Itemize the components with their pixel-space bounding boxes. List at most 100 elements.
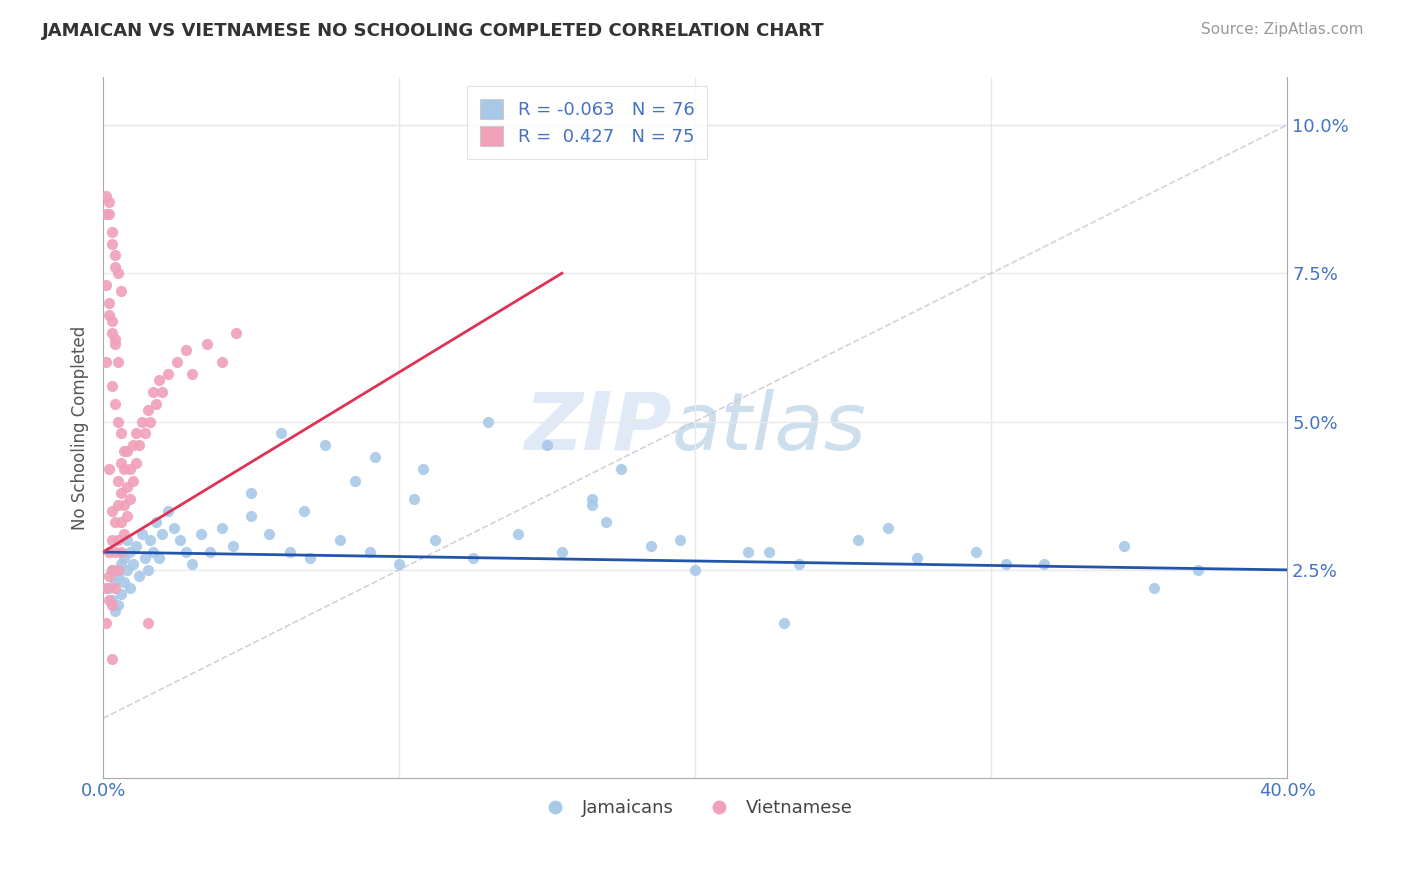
Point bbox=[169, 533, 191, 548]
Point bbox=[595, 516, 617, 530]
Point bbox=[148, 551, 170, 566]
Point bbox=[551, 545, 574, 559]
Point bbox=[98, 569, 121, 583]
Point bbox=[412, 462, 434, 476]
Point bbox=[314, 438, 336, 452]
Point bbox=[107, 266, 129, 280]
Point bbox=[240, 485, 263, 500]
Point bbox=[134, 426, 156, 441]
Point bbox=[581, 491, 603, 506]
Point bbox=[211, 521, 233, 535]
Point bbox=[107, 355, 129, 369]
Point bbox=[115, 444, 138, 458]
Point bbox=[98, 207, 121, 221]
Point bbox=[94, 581, 117, 595]
Point bbox=[965, 545, 987, 559]
Point bbox=[94, 616, 117, 631]
Point bbox=[506, 527, 529, 541]
Point bbox=[131, 415, 153, 429]
Point bbox=[98, 592, 121, 607]
Point bbox=[101, 652, 124, 666]
Point bbox=[115, 533, 138, 548]
Point bbox=[112, 551, 135, 566]
Point bbox=[139, 533, 162, 548]
Point bbox=[101, 326, 124, 340]
Point bbox=[98, 581, 121, 595]
Point bbox=[118, 545, 141, 559]
Point bbox=[98, 545, 121, 559]
Point bbox=[148, 373, 170, 387]
Point bbox=[107, 569, 129, 583]
Point bbox=[118, 491, 141, 506]
Point bbox=[101, 225, 124, 239]
Point bbox=[104, 545, 127, 559]
Point bbox=[104, 604, 127, 618]
Point bbox=[121, 557, 143, 571]
Point bbox=[94, 278, 117, 293]
Point bbox=[142, 384, 165, 399]
Point bbox=[104, 248, 127, 262]
Point bbox=[402, 491, 425, 506]
Point bbox=[142, 545, 165, 559]
Point bbox=[125, 426, 148, 441]
Point bbox=[136, 402, 159, 417]
Point bbox=[104, 516, 127, 530]
Point bbox=[134, 551, 156, 566]
Point bbox=[121, 438, 143, 452]
Point bbox=[118, 581, 141, 595]
Point bbox=[174, 343, 197, 358]
Point bbox=[640, 539, 662, 553]
Point bbox=[174, 545, 197, 559]
Text: JAMAICAN VS VIETNAMESE NO SCHOOLING COMPLETED CORRELATION CHART: JAMAICAN VS VIETNAMESE NO SCHOOLING COMP… bbox=[42, 22, 825, 40]
Text: atlas: atlas bbox=[672, 389, 866, 467]
Point bbox=[107, 498, 129, 512]
Point bbox=[1143, 581, 1166, 595]
Point bbox=[278, 545, 301, 559]
Point bbox=[115, 509, 138, 524]
Point bbox=[150, 527, 173, 541]
Point bbox=[270, 426, 292, 441]
Point bbox=[112, 462, 135, 476]
Point bbox=[994, 557, 1017, 571]
Point bbox=[423, 533, 446, 548]
Point bbox=[104, 581, 127, 595]
Point bbox=[110, 485, 132, 500]
Point bbox=[104, 397, 127, 411]
Point bbox=[98, 194, 121, 209]
Point bbox=[131, 527, 153, 541]
Point bbox=[299, 551, 322, 566]
Point bbox=[737, 545, 759, 559]
Point bbox=[110, 516, 132, 530]
Point bbox=[198, 545, 221, 559]
Point bbox=[240, 509, 263, 524]
Point bbox=[112, 574, 135, 589]
Point bbox=[110, 456, 132, 470]
Point bbox=[101, 563, 124, 577]
Point bbox=[905, 551, 928, 566]
Point bbox=[1187, 563, 1209, 577]
Point bbox=[225, 326, 247, 340]
Point bbox=[94, 207, 117, 221]
Point bbox=[98, 308, 121, 322]
Point bbox=[136, 563, 159, 577]
Point bbox=[112, 444, 135, 458]
Point bbox=[110, 557, 132, 571]
Point bbox=[110, 587, 132, 601]
Legend: Jamaicans, Vietnamese: Jamaicans, Vietnamese bbox=[530, 792, 860, 824]
Point bbox=[145, 516, 167, 530]
Point bbox=[104, 574, 127, 589]
Point bbox=[294, 503, 316, 517]
Point bbox=[139, 415, 162, 429]
Point bbox=[166, 355, 188, 369]
Point bbox=[181, 367, 204, 381]
Point bbox=[101, 236, 124, 251]
Point bbox=[581, 498, 603, 512]
Point bbox=[110, 545, 132, 559]
Point bbox=[94, 189, 117, 203]
Point bbox=[846, 533, 869, 548]
Point bbox=[107, 563, 129, 577]
Point bbox=[101, 314, 124, 328]
Point bbox=[222, 539, 245, 553]
Point bbox=[104, 337, 127, 351]
Point bbox=[257, 527, 280, 541]
